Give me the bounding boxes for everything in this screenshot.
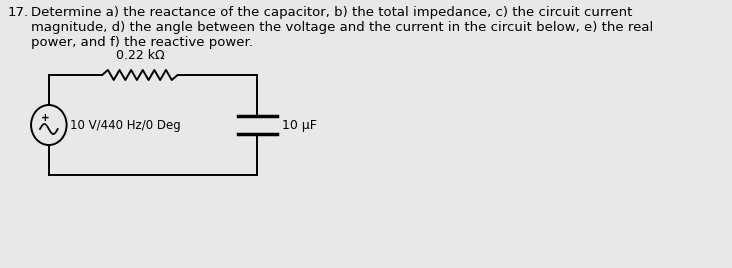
Text: magnitude, d) the angle between the voltage and the current in the circuit below: magnitude, d) the angle between the volt… [31, 21, 654, 34]
Text: power, and f) the reactive power.: power, and f) the reactive power. [31, 36, 253, 49]
Text: 10 V/440 Hz/0 Deg: 10 V/440 Hz/0 Deg [70, 118, 181, 132]
Text: 10 μF: 10 μF [283, 118, 317, 132]
Text: 0.22 kΩ: 0.22 kΩ [116, 49, 164, 62]
Text: +: + [41, 113, 50, 123]
Text: Determine a) the reactance of the capacitor, b) the total impedance, c) the circ: Determine a) the reactance of the capaci… [31, 6, 632, 19]
Text: 17.: 17. [7, 6, 29, 19]
